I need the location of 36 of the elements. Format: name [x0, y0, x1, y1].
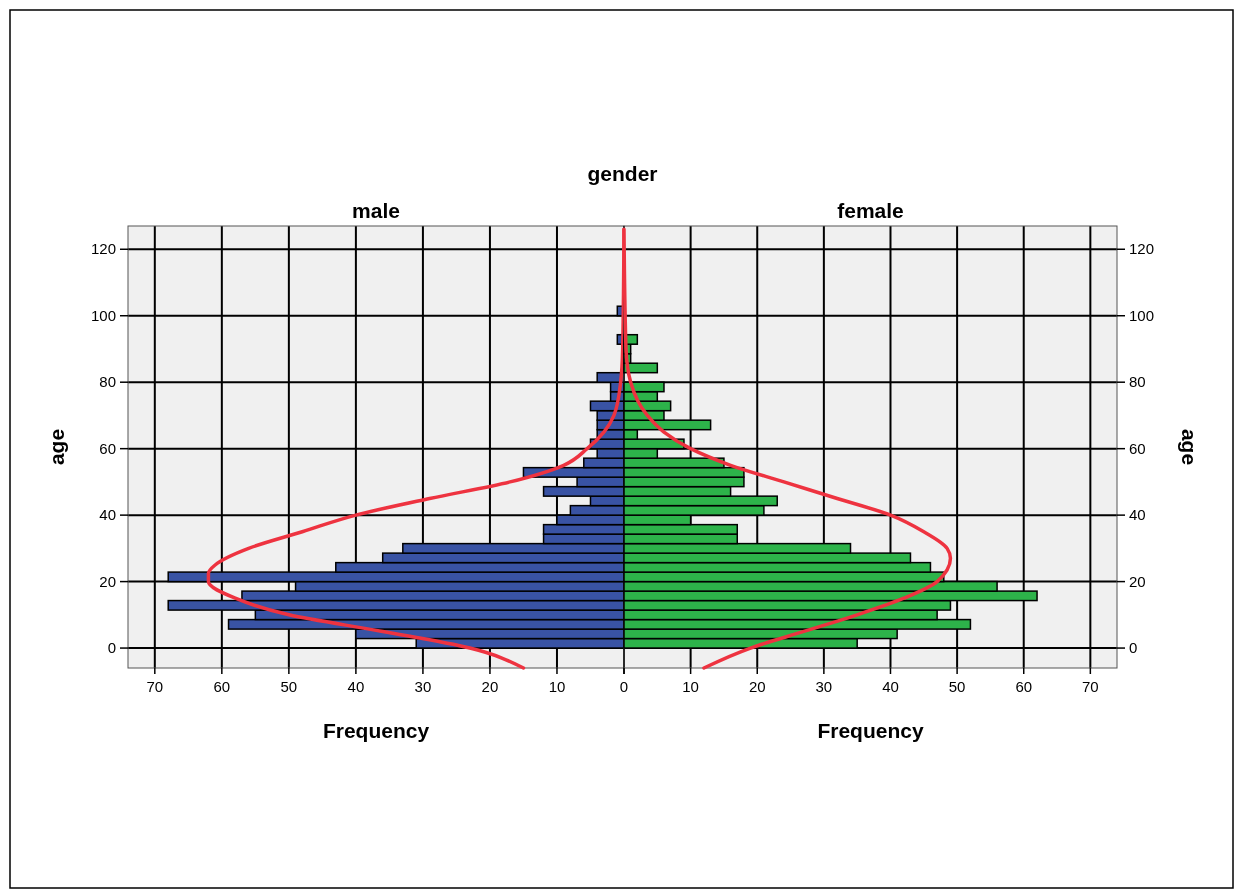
- x-tick-label: 50: [948, 678, 966, 695]
- y-tick-label: 100: [1129, 306, 1155, 324]
- y-tick-label: 0: [1129, 639, 1138, 657]
- x-tick-label: 70: [146, 678, 164, 695]
- x-tick-label: 30: [414, 678, 432, 695]
- y-tick-label: 60: [1129, 439, 1146, 457]
- x-tick-label: 40: [882, 678, 899, 695]
- y-tick-label: 100: [90, 306, 116, 324]
- x-tick-label: 70: [1082, 678, 1099, 695]
- x-tick-label: 30: [815, 678, 833, 695]
- text: gender: [587, 162, 658, 185]
- x-tick-label: 60: [1015, 678, 1033, 695]
- x-tick-label: 60: [213, 678, 231, 695]
- y-tick-label: 80: [99, 373, 116, 391]
- chart-title: female: [837, 199, 904, 222]
- x-axis-title: Frequency: [322, 719, 430, 742]
- y-tick-label: 80: [1129, 373, 1146, 391]
- x-tick-label: 20: [481, 678, 499, 695]
- y-tick-label: 120: [1129, 240, 1155, 258]
- y-tick-label: 0: [107, 639, 116, 657]
- x-tick-label: 20: [748, 678, 766, 695]
- x-axis-title: Frequency: [817, 719, 924, 742]
- x-tick-label: 0: [619, 678, 629, 695]
- x-tick-label: 40: [347, 678, 365, 695]
- x-tick-label: 50: [280, 678, 298, 695]
- y-tick-label: 40: [1129, 506, 1146, 524]
- y-tick-label: 20: [99, 572, 116, 590]
- y-axis-title: age: [1178, 428, 1201, 466]
- x-tick-label: 10: [548, 678, 566, 695]
- y-tick-label: 120: [90, 240, 116, 258]
- y-tick-label: 40: [99, 506, 116, 524]
- y-tick-label: 60: [99, 439, 116, 457]
- y-tick-label: 20: [1129, 572, 1146, 590]
- x-tick-label: 10: [682, 678, 699, 695]
- chart-title: male: [352, 199, 400, 222]
- y-axis-title: age: [45, 428, 68, 466]
